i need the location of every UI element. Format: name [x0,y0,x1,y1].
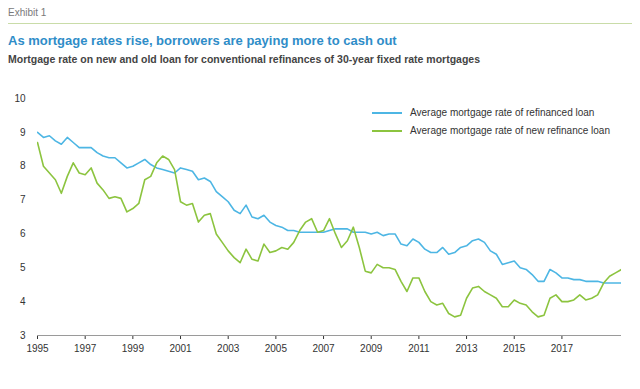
svg-text:2013: 2013 [455,343,478,354]
svg-text:1995: 1995 [26,343,49,354]
html-text:Average mortgage rate of new r: Average mortgage rate of new refinance l… [410,125,610,136]
svg-text:7: 7 [20,194,26,205]
html-text:As mortgage rates rise, borrow: As mortgage rates rise, borrowers are pa… [8,33,397,48]
svg-text:2007: 2007 [312,343,335,354]
svg-text:4: 4 [20,296,26,307]
html-text:Average mortgage rate of refin: Average mortgage rate of refinanced loan [410,107,595,118]
svg-text:3: 3 [20,330,26,341]
html-text:Mortgage rate on new and old l: Mortgage rate on new and old loan for co… [8,53,480,65]
svg-text:1999: 1999 [122,343,145,354]
svg-text:8: 8 [20,160,26,171]
svg-text:9: 9 [20,127,26,138]
svg-text:2015: 2015 [503,343,526,354]
svg-text:2001: 2001 [169,343,192,354]
svg-text:2011: 2011 [408,343,430,354]
html-text:Exhibit 1: Exhibit 1 [8,7,47,18]
svg-text:2003: 2003 [217,343,240,354]
svg-text:2009: 2009 [360,343,383,354]
svg-text:5: 5 [20,262,26,273]
svg-text:10: 10 [14,93,26,104]
svg-text:2005: 2005 [265,343,288,354]
svg-text:1997: 1997 [74,343,97,354]
svg-text:6: 6 [20,228,26,239]
svg-text:2017: 2017 [551,343,574,354]
